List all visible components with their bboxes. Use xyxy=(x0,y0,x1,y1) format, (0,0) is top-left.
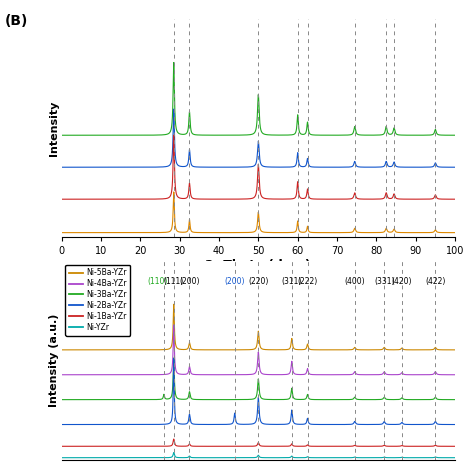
Text: (200): (200) xyxy=(225,277,245,285)
Text: (400): (400) xyxy=(345,277,365,285)
Text: (220): (220) xyxy=(248,277,268,285)
Text: (222): (222) xyxy=(297,277,318,285)
Y-axis label: Intensity: Intensity xyxy=(49,100,59,155)
Text: (311): (311) xyxy=(282,277,302,285)
Text: (331): (331) xyxy=(374,277,394,285)
Y-axis label: Intensity (a.u.): Intensity (a.u.) xyxy=(49,314,59,407)
Text: (111): (111) xyxy=(164,277,184,285)
Text: (200): (200) xyxy=(179,277,200,285)
Text: (110): (110) xyxy=(148,277,168,285)
Text: (420): (420) xyxy=(392,277,412,285)
Text: (B): (B) xyxy=(5,14,28,28)
X-axis label: 2- Theta (deg.): 2- Theta (deg.) xyxy=(205,259,311,272)
Text: (422): (422) xyxy=(425,277,446,285)
Legend: Ni-5Ba-YZr, Ni-4Ba-YZr, Ni-3Ba-YZr, Ni-2Ba-YZr, Ni-1Ba-YZr, Ni-YZr: Ni-5Ba-YZr, Ni-4Ba-YZr, Ni-3Ba-YZr, Ni-2… xyxy=(65,264,130,336)
